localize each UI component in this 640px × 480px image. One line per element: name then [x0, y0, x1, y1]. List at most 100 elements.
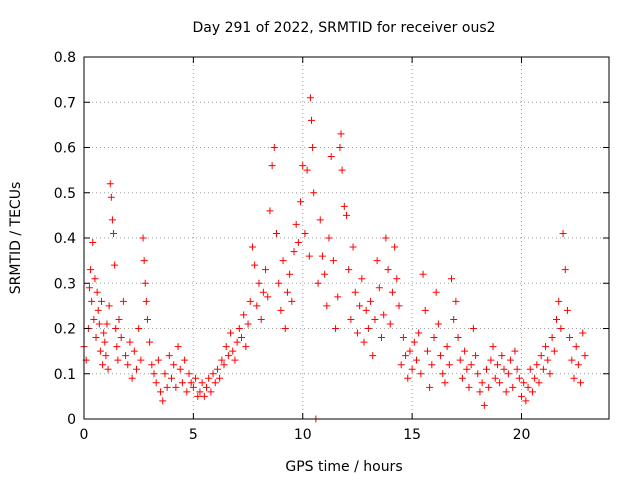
- data-point: [402, 352, 410, 360]
- data-point: [140, 257, 148, 265]
- data-point: [417, 370, 425, 378]
- data-point: [266, 207, 274, 215]
- data-point: [154, 356, 162, 364]
- data-point: [369, 352, 377, 360]
- data-point: [550, 347, 558, 355]
- data-point: [143, 315, 151, 323]
- data-point: [165, 352, 173, 360]
- data-point: [119, 297, 127, 305]
- data-point: [150, 370, 158, 378]
- data-point: [472, 352, 480, 360]
- y-tick-label: 0.2: [54, 322, 76, 338]
- data-point: [452, 297, 460, 305]
- data-point: [474, 370, 482, 378]
- data-point: [264, 293, 272, 301]
- data-point: [441, 379, 449, 387]
- data-point: [393, 275, 401, 283]
- y-tick-label: 0.4: [54, 231, 76, 247]
- data-point: [443, 343, 451, 351]
- data-point: [351, 288, 359, 296]
- axis-ticks: 0 5 10 15 20 0 0.1 0.2 0.3 0.4 0.5 0.6 0.7 0.8: [54, 50, 609, 443]
- data-point: [133, 365, 140, 373]
- data-point: [367, 297, 375, 305]
- data-point: [419, 270, 427, 278]
- data-point: [286, 270, 294, 278]
- data-point: [544, 356, 552, 364]
- data-point: [152, 379, 160, 387]
- data-point: [570, 374, 578, 382]
- data-point: [253, 302, 261, 310]
- data-point: [283, 288, 291, 296]
- data-point: [288, 297, 296, 305]
- data-point: [102, 352, 110, 360]
- data-point: [89, 239, 97, 247]
- data-point: [87, 266, 95, 274]
- data-point: [142, 297, 150, 305]
- data-point: [114, 356, 122, 364]
- data-point: [227, 329, 235, 337]
- data-point: [448, 275, 455, 283]
- data-point: [406, 347, 414, 355]
- data-point: [535, 379, 543, 387]
- data-point: [465, 383, 473, 391]
- data-point: [248, 243, 256, 251]
- data-point: [233, 338, 241, 346]
- data-point: [157, 388, 165, 396]
- data-point: [196, 388, 204, 396]
- data-point: [85, 284, 93, 292]
- data-point: [220, 361, 228, 369]
- x-tick-label: 20: [513, 427, 531, 443]
- data-point: [185, 370, 193, 378]
- data-point: [128, 374, 136, 382]
- data-point: [178, 379, 186, 387]
- data-point: [259, 288, 267, 296]
- data-point: [513, 365, 521, 373]
- data-point: [337, 130, 345, 138]
- data-point: [163, 383, 171, 391]
- data-point: [340, 202, 348, 210]
- data-point: [360, 338, 368, 346]
- data-point: [391, 243, 399, 251]
- data-point: [345, 266, 353, 274]
- data-point: [318, 252, 326, 260]
- data-point: [511, 347, 519, 355]
- data-point: [371, 315, 379, 323]
- data-point: [487, 356, 495, 364]
- data-point: [107, 193, 115, 201]
- data-point: [434, 320, 442, 328]
- data-point: [130, 347, 138, 355]
- y-tick-label: 0.6: [54, 141, 76, 157]
- data-point: [533, 361, 541, 369]
- data-point: [384, 266, 392, 274]
- data-point: [581, 352, 589, 360]
- data-point: [329, 257, 337, 265]
- data-point: [198, 379, 206, 387]
- data-point: [375, 284, 383, 292]
- data-point: [399, 334, 407, 342]
- data-point: [380, 311, 388, 319]
- data-point: [209, 370, 217, 378]
- data-point: [546, 370, 554, 378]
- data-point: [110, 229, 118, 237]
- data-point: [458, 374, 466, 382]
- data-point: [194, 392, 202, 400]
- data-point: [94, 306, 102, 314]
- data-point: [445, 361, 453, 369]
- data-point: [430, 334, 438, 342]
- data-point: [522, 397, 530, 405]
- data-point: [423, 347, 431, 355]
- grid-lines: [84, 57, 609, 419]
- data-point: [301, 229, 309, 237]
- data-point: [148, 361, 156, 369]
- data-point: [386, 320, 394, 328]
- data-point: [181, 356, 189, 364]
- data-point: [299, 162, 307, 170]
- data-point: [498, 352, 506, 360]
- data-point: [524, 383, 532, 391]
- data-point: [222, 343, 230, 351]
- data-point: [579, 329, 587, 337]
- data-point: [251, 261, 259, 269]
- data-point: [454, 334, 462, 342]
